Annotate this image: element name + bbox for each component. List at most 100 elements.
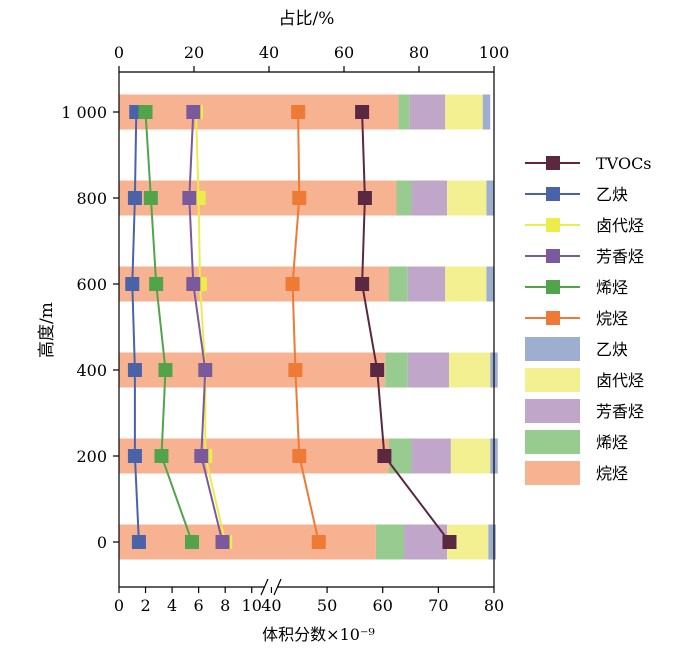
y-tick-label: 0 bbox=[97, 533, 107, 552]
bar-segment bbox=[411, 438, 451, 474]
bottom-tick-label: 40 bbox=[261, 596, 281, 615]
data-point bbox=[370, 363, 385, 377]
bar-segment bbox=[407, 352, 449, 388]
data-point bbox=[138, 105, 153, 119]
bar-segment bbox=[482, 94, 491, 130]
legend-bar-swatch bbox=[525, 430, 580, 454]
legend-bar-swatch bbox=[525, 368, 580, 392]
bar-segment bbox=[445, 266, 487, 302]
data-point bbox=[292, 449, 307, 463]
legend-label: 烯烃 bbox=[596, 433, 628, 452]
bar-segment bbox=[447, 180, 487, 216]
bar-segment bbox=[396, 180, 412, 216]
bottom-tick-label: 50 bbox=[317, 596, 337, 615]
bar-segment bbox=[389, 438, 412, 474]
bottom-tick-label: 80 bbox=[484, 596, 504, 615]
legend-bar-swatch bbox=[525, 337, 580, 361]
bottom-tick-label: 0 bbox=[114, 596, 124, 615]
bar-segment bbox=[407, 266, 446, 302]
bar-segment bbox=[486, 266, 494, 302]
legend-label: 卤代烃 bbox=[596, 371, 644, 390]
bar-segment bbox=[488, 524, 496, 560]
bar-segment bbox=[449, 352, 491, 388]
legend-label: 烷烃 bbox=[596, 464, 628, 483]
data-point bbox=[143, 191, 158, 205]
legend-label: 乙炔 bbox=[596, 185, 628, 204]
legend-marker bbox=[546, 280, 560, 294]
legend-label: 芳香烃 bbox=[596, 402, 644, 421]
data-point bbox=[377, 449, 392, 463]
top-axis-title: 占比/% bbox=[279, 9, 335, 29]
legend-label: 烯烃 bbox=[596, 278, 628, 297]
data-point bbox=[311, 535, 326, 549]
data-point bbox=[292, 191, 307, 205]
top-tick-label: 80 bbox=[409, 43, 429, 62]
bar-segment bbox=[375, 524, 404, 560]
series-line bbox=[361, 111, 451, 543]
data-point bbox=[357, 191, 372, 205]
top-tick-label: 0 bbox=[114, 43, 124, 62]
top-tick-label: 60 bbox=[334, 43, 354, 62]
y-axis-title: 高度/m bbox=[37, 302, 57, 358]
bar-segment bbox=[450, 438, 491, 474]
series-line bbox=[291, 111, 320, 543]
y-tick-label: 200 bbox=[76, 447, 107, 466]
y-tick-label: 800 bbox=[76, 189, 107, 208]
bar-segment bbox=[385, 352, 408, 388]
y-tick-label: 600 bbox=[76, 275, 107, 294]
top-tick-label: 20 bbox=[184, 43, 204, 62]
series-line bbox=[195, 111, 227, 543]
data-point bbox=[125, 277, 140, 291]
bottom-axis-title: 体积分数×10⁻⁹ bbox=[262, 625, 375, 644]
legend-label: 卤代烃 bbox=[596, 216, 644, 235]
top-tick-label: 40 bbox=[259, 43, 279, 62]
legend-label: 烷烃 bbox=[596, 309, 628, 328]
series-line bbox=[131, 111, 140, 543]
bar-segment bbox=[411, 180, 448, 216]
legend-marker bbox=[546, 187, 560, 201]
y-tick-label: 400 bbox=[76, 361, 107, 380]
bottom-tick-label: 2 bbox=[140, 596, 150, 615]
data-point bbox=[194, 449, 209, 463]
bar-segment bbox=[119, 266, 389, 302]
legend-bar-swatch bbox=[525, 399, 580, 423]
axis-break-mark bbox=[273, 578, 282, 596]
axis-break-mark bbox=[260, 578, 269, 596]
legend-label: 芳香烃 bbox=[596, 247, 644, 266]
data-point bbox=[288, 363, 303, 377]
bar-segment bbox=[445, 94, 483, 130]
data-point bbox=[186, 277, 201, 291]
bottom-tick-label: 6 bbox=[194, 596, 204, 615]
bar-segment bbox=[119, 94, 399, 130]
data-point bbox=[154, 449, 169, 463]
data-point bbox=[442, 535, 457, 549]
data-point bbox=[198, 363, 213, 377]
data-point bbox=[182, 191, 197, 205]
data-point bbox=[291, 105, 306, 119]
data-point bbox=[185, 535, 199, 549]
data-point bbox=[355, 277, 370, 291]
y-tick-label: 1 000 bbox=[61, 103, 107, 122]
legend-marker bbox=[546, 311, 560, 325]
data-point bbox=[285, 277, 300, 291]
legend-marker bbox=[546, 249, 560, 263]
bar-segment bbox=[119, 524, 376, 560]
legend-marker bbox=[546, 218, 560, 232]
data-point bbox=[131, 535, 146, 549]
bottom-tick-label: 70 bbox=[428, 596, 448, 615]
bar-segment bbox=[486, 180, 494, 216]
data-point bbox=[215, 535, 230, 549]
data-point bbox=[158, 363, 173, 377]
legend-label: 乙炔 bbox=[596, 340, 628, 359]
bottom-tick-label: 10 bbox=[242, 596, 262, 615]
bar-segment bbox=[409, 94, 446, 130]
bottom-tick-label: 8 bbox=[220, 596, 230, 615]
bottom-tick-label: 60 bbox=[373, 596, 393, 615]
series-line bbox=[144, 111, 193, 543]
data-point bbox=[149, 277, 164, 291]
data-point bbox=[127, 449, 142, 463]
data-point bbox=[127, 363, 142, 377]
